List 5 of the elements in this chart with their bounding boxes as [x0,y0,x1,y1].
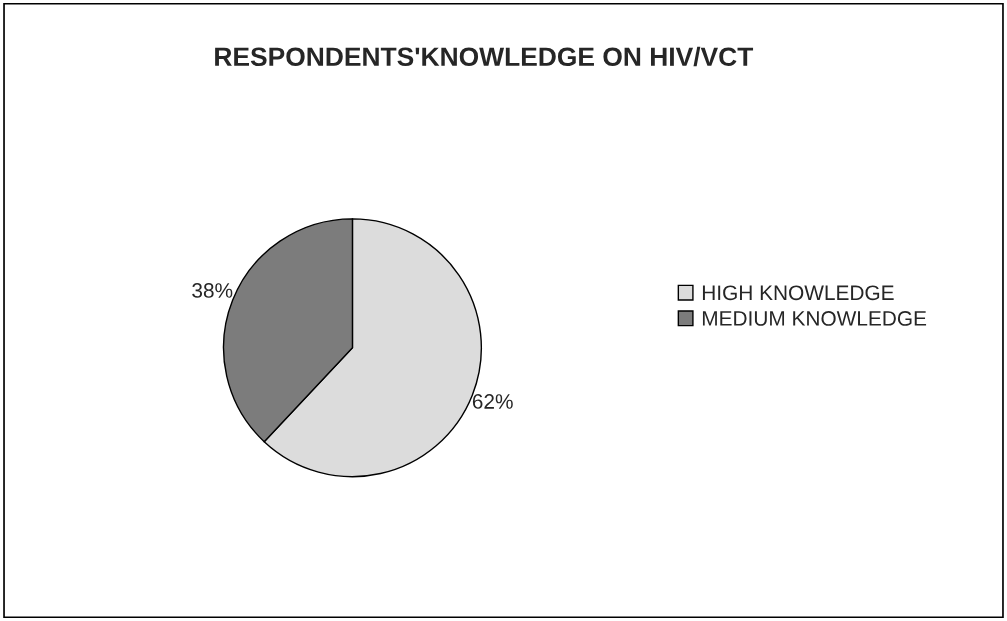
legend-label: MEDIUM KNOWLEDGE [702,311,927,326]
data-label: 62% [472,394,513,409]
chart-title: RESPONDENTS'KNOWLEDGE ON HIV/VCT [215,46,754,67]
data-label: 38% [192,283,233,298]
legend-label: HIGH KNOWLEDGE [702,285,894,301]
